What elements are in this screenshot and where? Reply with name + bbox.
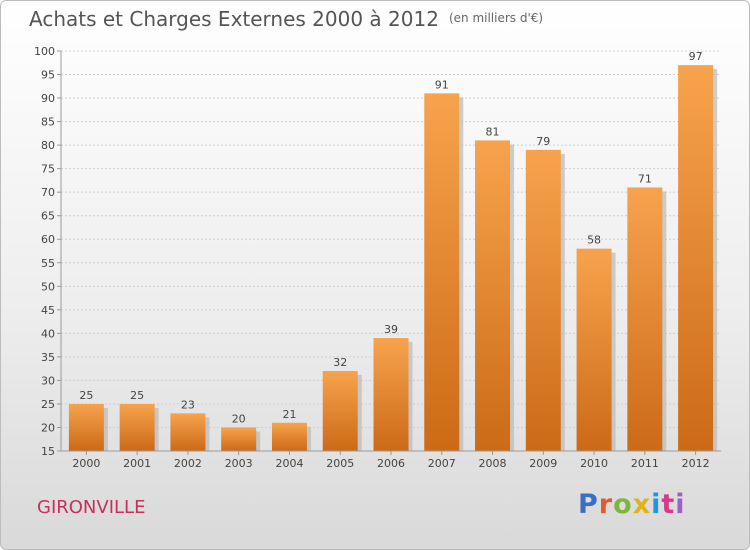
y-tick-label: 75	[41, 163, 55, 176]
bar-value-label: 32	[333, 356, 347, 369]
y-tick-label: 25	[41, 398, 55, 411]
y-tick-label: 50	[41, 280, 55, 293]
bar	[576, 248, 612, 451]
y-tick-label: 60	[41, 233, 55, 246]
logo-letter: P	[578, 489, 599, 520]
y-tick-label: 70	[41, 186, 55, 199]
y-tick-label: 35	[41, 351, 55, 364]
x-tick-label: 2006	[377, 457, 405, 470]
y-tick-label: 100	[34, 45, 55, 58]
bar	[170, 413, 206, 451]
x-tick-label: 2010	[580, 457, 608, 470]
x-tick-label: 2008	[479, 457, 507, 470]
x-tick-label: 2007	[428, 457, 456, 470]
y-tick-label: 65	[41, 210, 55, 223]
y-tick-label: 95	[41, 69, 55, 82]
y-tick-label: 20	[41, 421, 55, 434]
bar	[119, 403, 155, 451]
bar-value-label: 39	[384, 323, 398, 336]
proxiti-logo: Proxiti	[578, 489, 686, 520]
bar	[221, 427, 257, 451]
bar	[627, 187, 663, 451]
y-tick-label: 45	[41, 304, 55, 317]
bars	[68, 65, 718, 452]
bar-value-label: 21	[282, 408, 296, 421]
logo-letter: r	[598, 489, 614, 520]
x-tick-label: 2003	[225, 457, 253, 470]
bar-value-label: 25	[79, 389, 93, 402]
y-tick-label: 85	[41, 116, 55, 129]
bar-value-label: 58	[587, 234, 601, 247]
bar	[475, 140, 511, 452]
bar-value-label: 23	[181, 398, 195, 411]
bar	[373, 338, 409, 451]
logo-letter: t	[661, 489, 676, 520]
y-tick-label: 90	[41, 92, 55, 105]
x-tick-label: 2002	[174, 457, 202, 470]
x-tick-label: 2005	[326, 457, 354, 470]
bar-value-label: 81	[486, 125, 500, 138]
x-tick-label: 2000	[72, 457, 100, 470]
chart-title: Achats et Charges Externes 2000 à 2012 (e…	[29, 7, 543, 31]
labels: 15 20 25 30 35 40 45 50 55 60 65 70 75 80 85 90 95 100 25 2…	[34, 45, 710, 470]
commune-name: GIRONVILLE	[37, 497, 146, 518]
bar-value-label: 79	[536, 135, 550, 148]
x-tick-label: 2012	[682, 457, 710, 470]
x-tick-label: 2001	[123, 457, 151, 470]
chart-title-text: Achats et Charges Externes 2000 à 2012	[29, 7, 439, 31]
logo-letter: x	[632, 489, 652, 520]
bar-value-label: 25	[130, 389, 144, 402]
chart-subtitle: (en milliers d'€)	[448, 11, 544, 25]
bar-value-label: 97	[689, 50, 703, 63]
x-tick-label: 2011	[631, 457, 659, 470]
bar	[424, 93, 460, 452]
y-tick-label: 40	[41, 327, 55, 340]
y-tick-label: 55	[41, 257, 55, 270]
bar-value-label: 71	[638, 172, 652, 185]
bar	[678, 65, 714, 451]
bar	[68, 403, 104, 451]
axes	[57, 50, 721, 455]
bar	[271, 422, 307, 451]
y-tick-label: 15	[41, 445, 55, 458]
logo-letter: o	[613, 489, 633, 520]
bar-value-label: 20	[232, 412, 246, 425]
x-tick-label: 2004	[275, 457, 303, 470]
bar-value-label: 91	[435, 78, 449, 91]
bar	[525, 149, 561, 451]
x-tick-label: 2009	[529, 457, 557, 470]
y-tick-label: 80	[41, 139, 55, 152]
y-tick-label: 30	[41, 374, 55, 387]
logo-letter: i	[651, 489, 662, 520]
bar	[322, 371, 358, 451]
logo-letter: i	[675, 489, 686, 520]
